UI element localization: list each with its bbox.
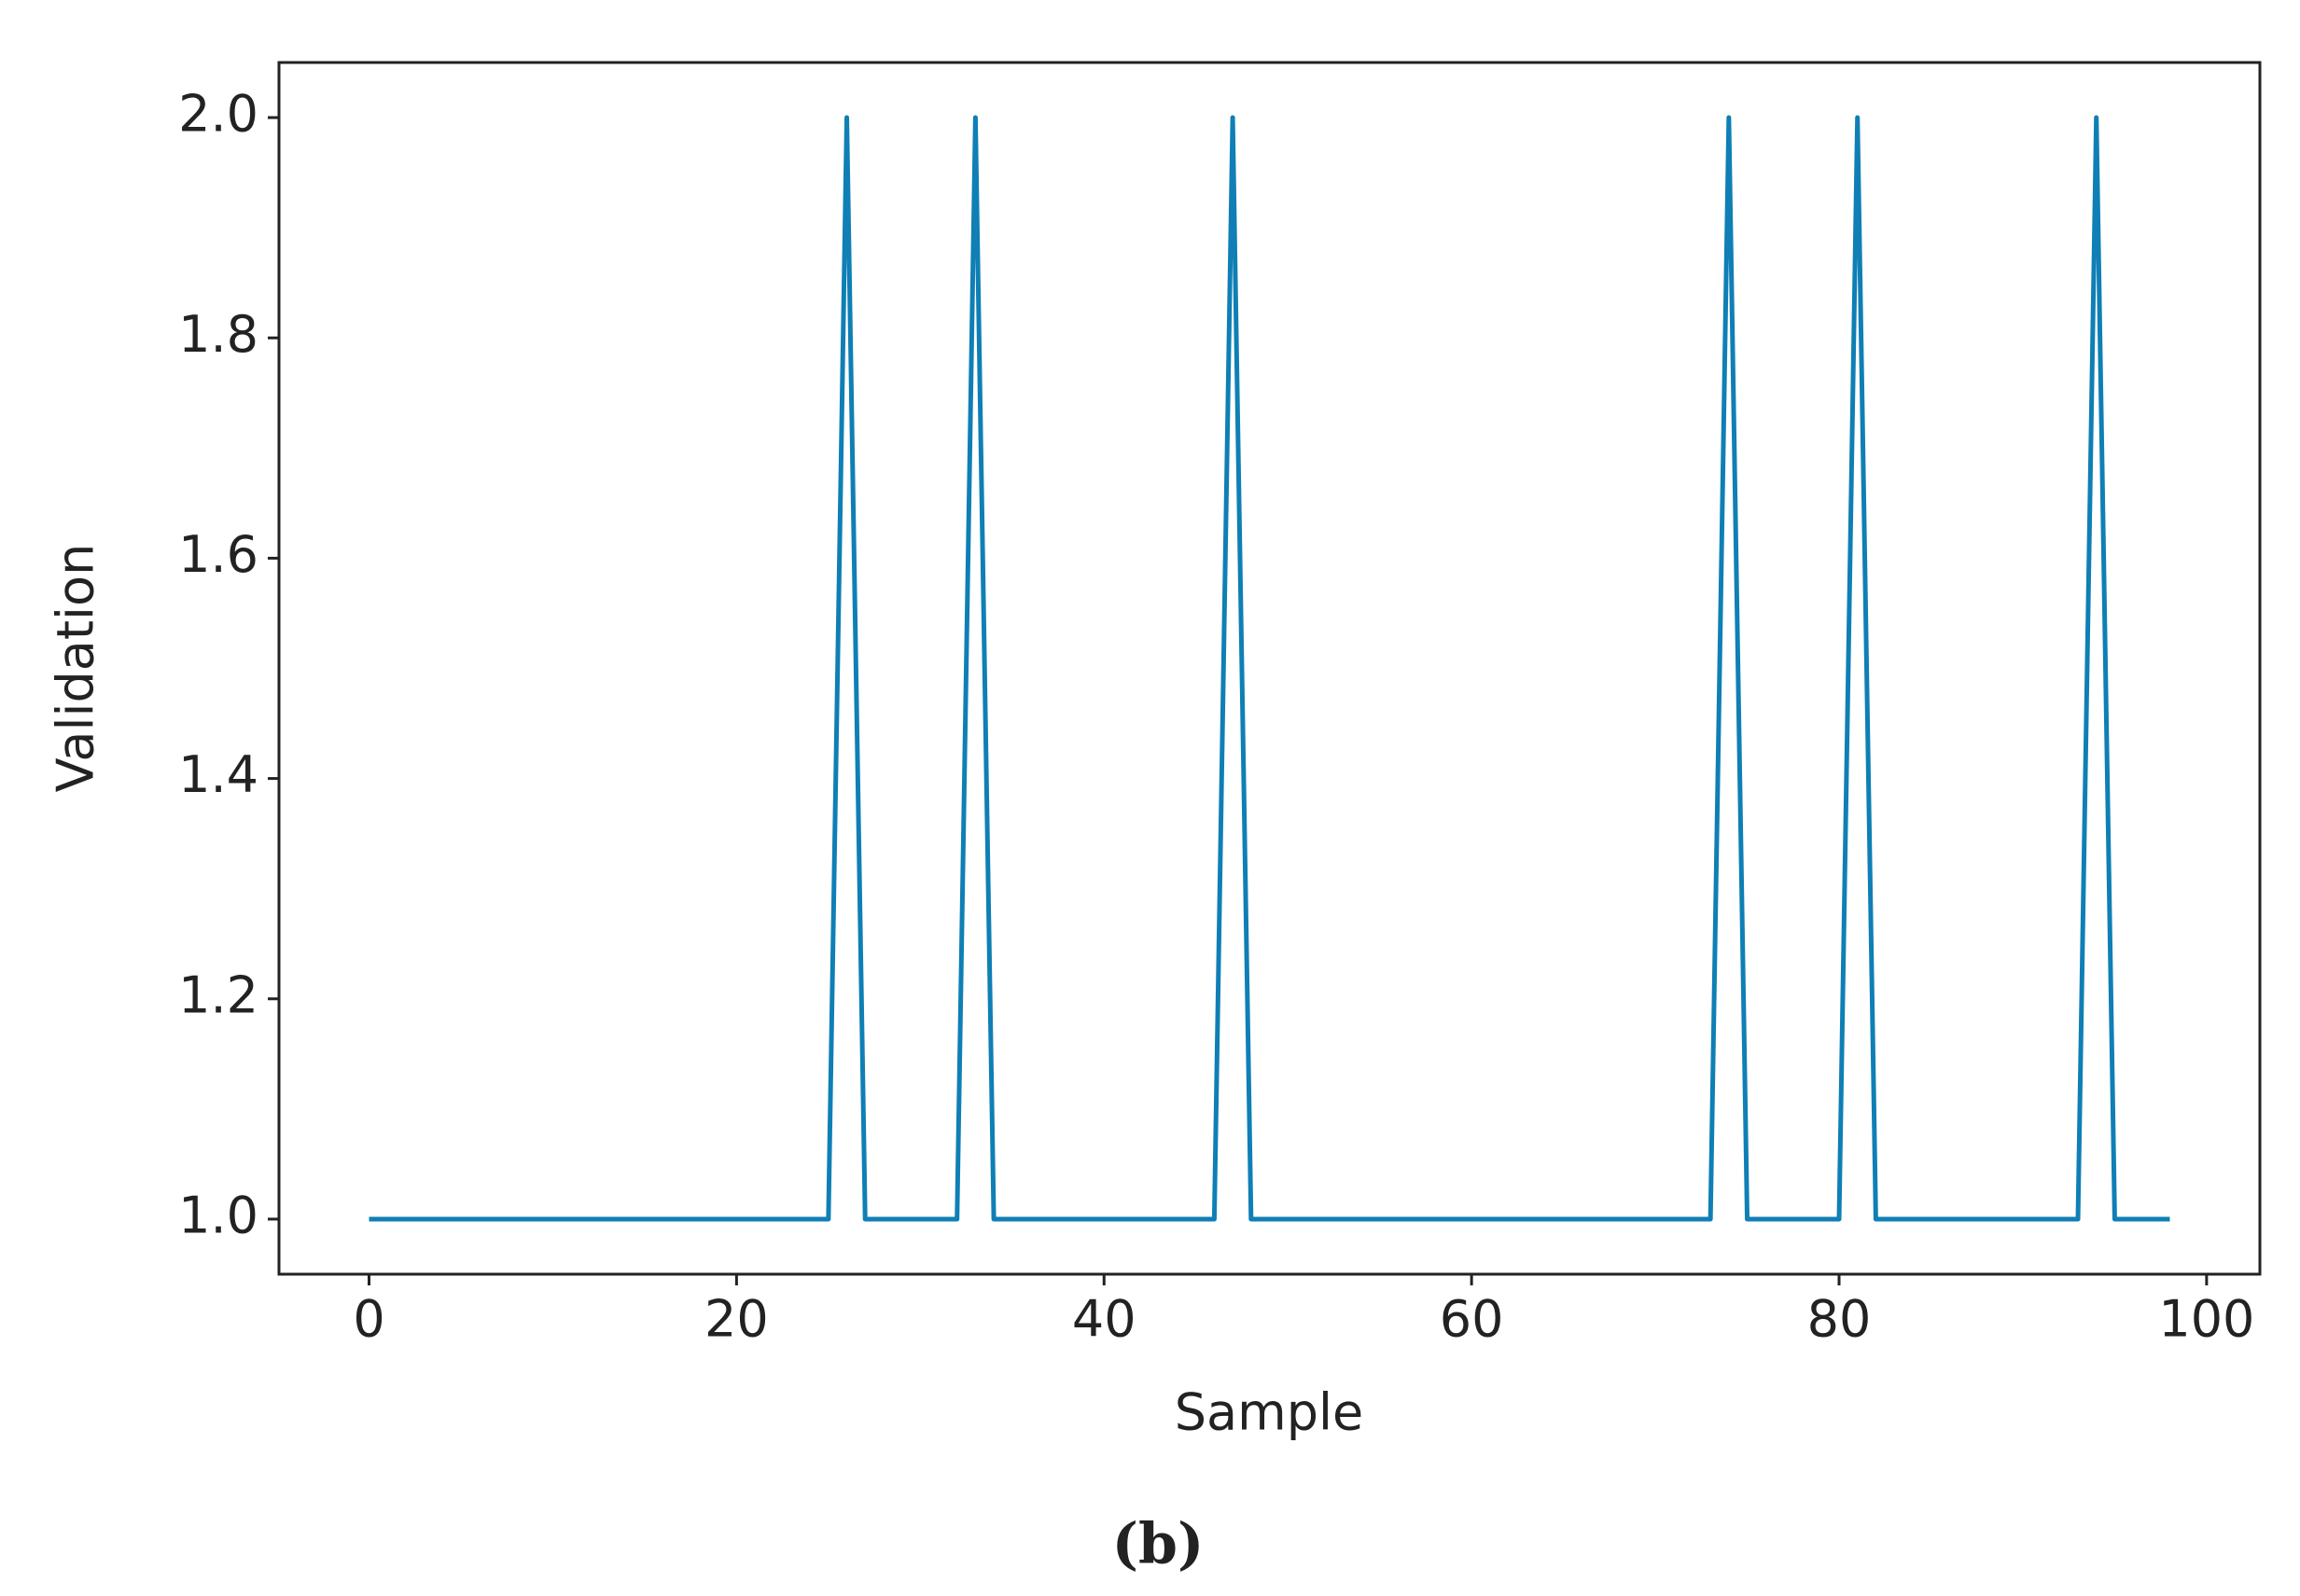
x-tick-label: 80 [1807, 1290, 1872, 1349]
plot-frame [277, 61, 2262, 1276]
y-tick-label: 2.0 [178, 85, 258, 144]
data-line [369, 115, 2170, 1222]
y-tick-label: 1.4 [178, 745, 258, 804]
x-tick-label: 0 [353, 1290, 384, 1349]
caption: (b) [1112, 1512, 1205, 1577]
y-tick-label: 1.2 [178, 965, 258, 1024]
y-tick-label: 1.8 [178, 305, 258, 364]
x-tick-label: 100 [2158, 1290, 2254, 1349]
x-tick-label: 20 [704, 1290, 769, 1349]
y-tick-label: 1.6 [178, 525, 258, 584]
x-axis-label: Sample [1175, 1383, 1363, 1442]
y-axis-label: Validation [47, 544, 105, 793]
x-tick-label: 60 [1440, 1290, 1504, 1349]
y-tick-label: 1.0 [178, 1187, 258, 1245]
x-tick-label: 40 [1072, 1290, 1136, 1349]
